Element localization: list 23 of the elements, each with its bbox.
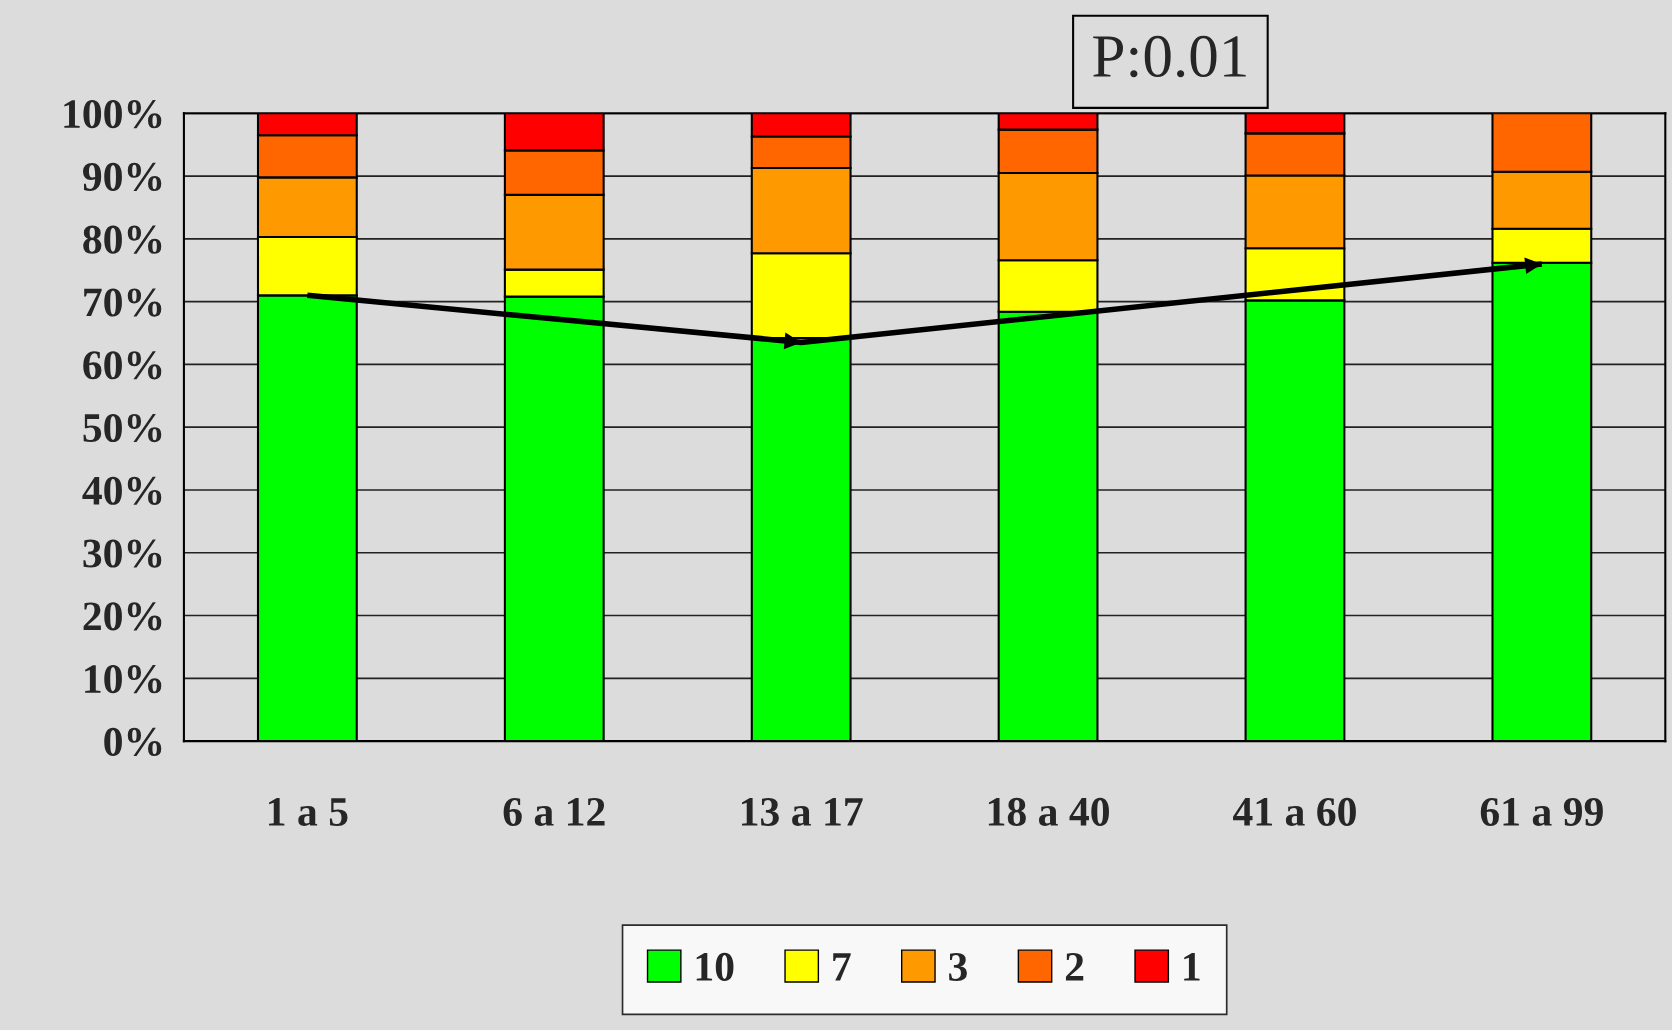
- y-tick-label: 40%: [82, 476, 162, 505]
- x-tick-label: 6 a 12: [503, 797, 605, 826]
- x-tick-label: 41 a 60: [1233, 797, 1356, 826]
- x-tick-label: 18 a 40: [988, 797, 1109, 826]
- legend-label: 10: [696, 952, 734, 981]
- y-tick-label: 80%: [83, 225, 162, 254]
- legend-label: 2: [1065, 952, 1084, 981]
- x-tick-label: 1 a 5: [269, 798, 348, 826]
- y-tick-label: 0%: [104, 727, 162, 757]
- y-tick-label: 30%: [83, 539, 162, 568]
- y-tick-label: 70%: [84, 288, 162, 317]
- legend-label: 3: [949, 952, 967, 981]
- x-tick-label: 13 a 17: [742, 797, 863, 826]
- y-tick-label: 10%: [85, 665, 162, 694]
- x-tick-label: 61 a 99: [1480, 797, 1603, 826]
- y-tick-label: 20%: [83, 602, 162, 631]
- y-tick-label: 50%: [83, 413, 162, 443]
- y-tick-label: 100%: [64, 100, 162, 129]
- legend-label: 1: [1184, 953, 1200, 981]
- legend-label: 7: [833, 953, 851, 981]
- y-tick-label: 60%: [83, 351, 162, 380]
- text: P:0.01: [1093, 35, 1246, 78]
- y-tick-label: 90%: [82, 162, 162, 192]
